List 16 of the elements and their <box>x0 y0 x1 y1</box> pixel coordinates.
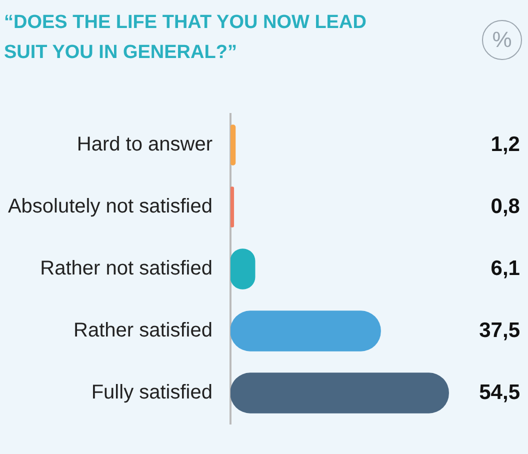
bar <box>230 124 236 166</box>
y-tick-label: Rather satisfied <box>74 320 212 342</box>
data-label: 37,5 <box>479 318 520 342</box>
y-tick-label: Absolutely not satisfied <box>8 196 212 218</box>
y-tick-label: Hard to answer <box>76 134 213 156</box>
bar <box>230 310 381 352</box>
percent-icon: % <box>482 20 522 60</box>
data-label: 1,2 <box>490 132 520 156</box>
y-tick-label: Fully satisfied <box>91 382 212 404</box>
data-label: 6,1 <box>490 256 520 280</box>
bar <box>230 186 234 228</box>
data-label: 54,5 <box>479 380 520 404</box>
bar <box>230 372 449 414</box>
chart-title: “DOES THE LIFE THAT YOU NOW LEAD SUIT YOU IN GENERAL?” <box>4 11 368 65</box>
data-label: 0,8 <box>490 194 520 218</box>
y-tick-label: Rather not satisfied <box>40 258 212 280</box>
